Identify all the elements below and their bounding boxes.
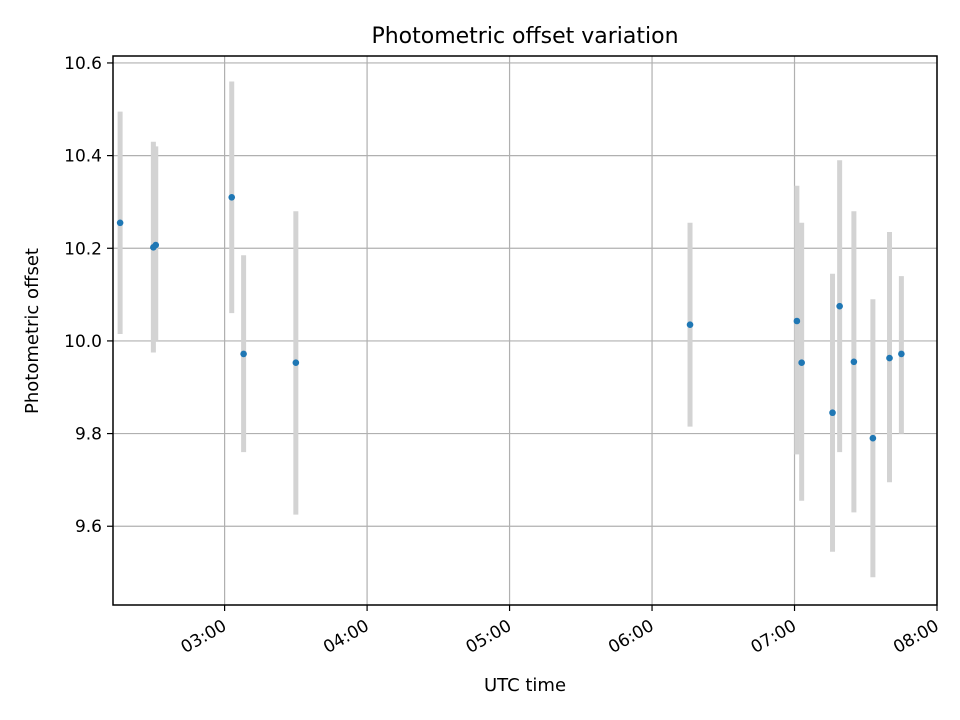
plot-frame: [112, 55, 938, 606]
y-tick-label: 10.6: [64, 54, 102, 74]
data-point: [228, 194, 236, 201]
data-point: [869, 434, 877, 442]
plot-area: [113, 56, 937, 605]
x-tick-label: 08:00: [890, 616, 942, 658]
data-points: [116, 194, 905, 442]
data-point: [836, 302, 843, 310]
y-tick-label: 10.2: [64, 239, 102, 259]
data-point: [152, 241, 160, 249]
y-tick-label: 9.8: [75, 425, 102, 445]
x-tick-label: 07:00: [748, 616, 800, 658]
chart-title: Photometric offset variation: [371, 24, 678, 49]
x-tick-label: 04:00: [320, 616, 372, 658]
data-point: [829, 409, 836, 417]
x-tick-label: 05:00: [463, 616, 515, 658]
y-tick-label: 10.0: [64, 332, 102, 352]
y-tick-label: 10.4: [64, 147, 102, 167]
x-tick-label: 03:00: [178, 616, 230, 658]
data-point: [686, 321, 694, 329]
data-point: [886, 354, 893, 362]
data-point: [240, 350, 247, 358]
data-point: [793, 317, 801, 325]
data-point: [116, 219, 124, 227]
data-point: [798, 359, 805, 366]
x-axis-label: UTC time: [484, 675, 566, 696]
y-tick-label: 9.6: [75, 517, 102, 537]
y-axis-ticks: 9.6 9.8 10.0 10.2 10.4 10.6: [64, 54, 113, 537]
data-point: [898, 350, 905, 358]
data-point: [850, 358, 858, 366]
data-point: [292, 359, 300, 366]
x-axis-ticks: 03:00 04:00 05:00 06:00 07:00 08:00: [178, 605, 943, 658]
x-tick-label: 06:00: [605, 616, 657, 658]
y-axis-label: Photometric offset: [22, 248, 43, 414]
